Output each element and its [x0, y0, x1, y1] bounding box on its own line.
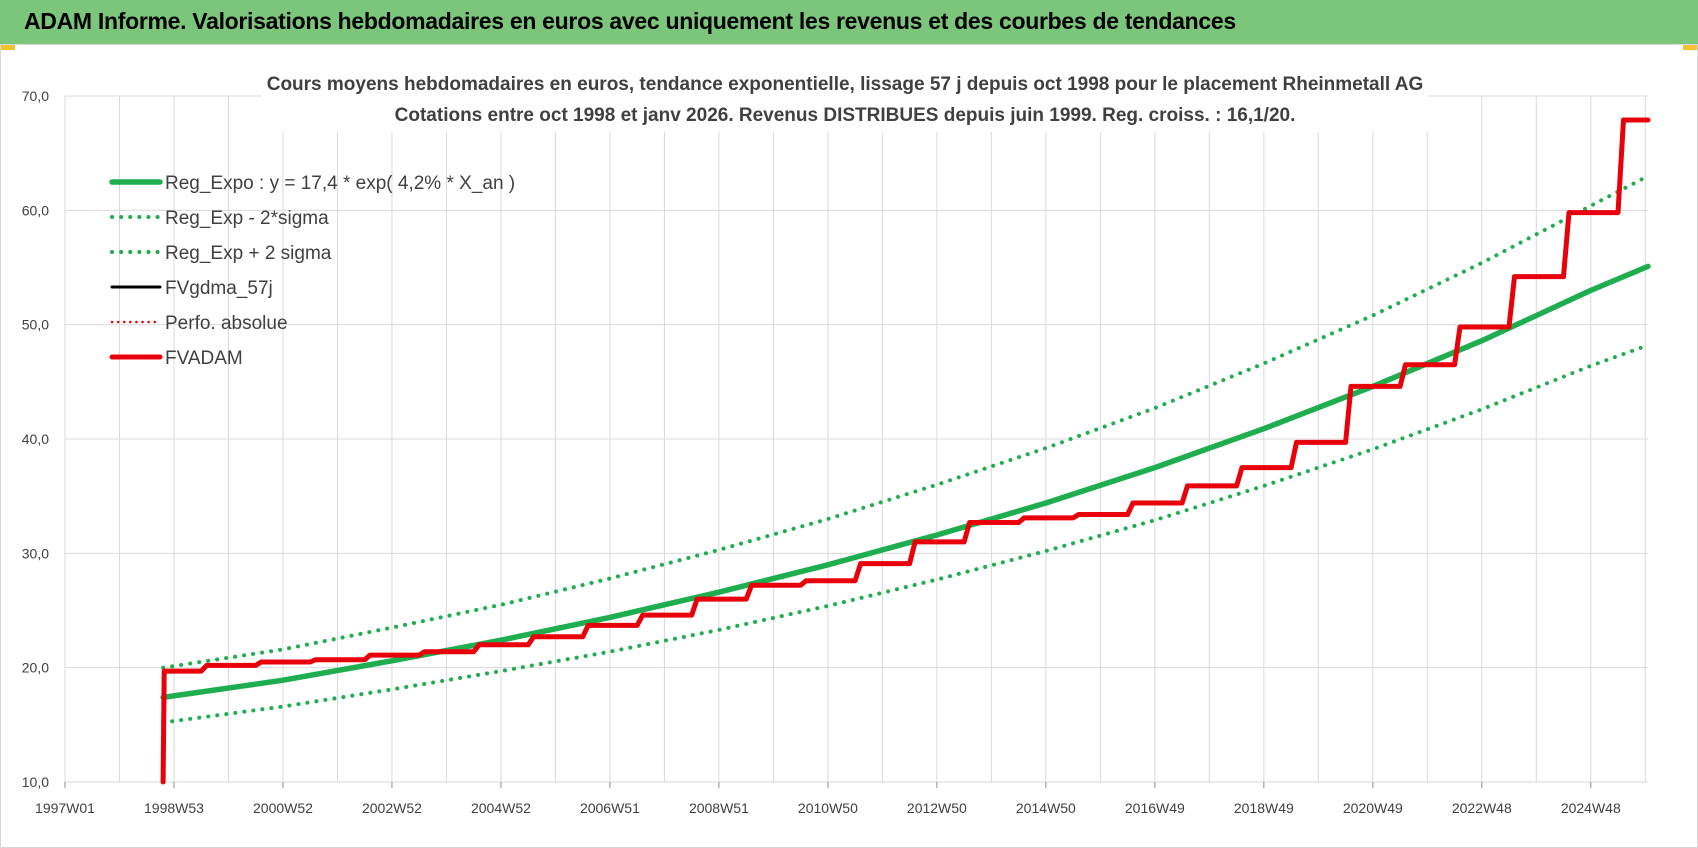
corner-marker [1, 45, 15, 50]
y-tick-label: 70,0 [22, 88, 49, 104]
x-tick-label: 2016W49 [1125, 800, 1185, 816]
legend-label-0: Reg_Expo : y = 17,4 * exp( 4,2% * X_an ) [165, 173, 515, 194]
corner-marker [1683, 45, 1697, 50]
y-axis-ticks: 10,0 20,0 30,0 40,0 50,0 60,0 70,0 [22, 88, 49, 790]
x-tick-label: 1997W01 [35, 800, 95, 816]
x-tick-label: 2010W50 [798, 800, 858, 816]
y-tick-label: 10,0 [22, 774, 49, 790]
x-axis-ticks: 1997W01 1998W53 2000W52 2002W52 2004W52 2006W… [35, 782, 1621, 816]
x-tick-label: 2002W52 [362, 800, 422, 816]
y-tick-label: 60,0 [22, 202, 49, 218]
chart-title-line2: Cotations entre oct 1998 et janv 2026. R… [395, 105, 1296, 126]
legend-label-4: Perfo. absolue [165, 313, 288, 334]
title-backdrop [262, 66, 1428, 132]
chart-title-line1: Cours moyens hebdomadaires en euros, ten… [267, 74, 1424, 95]
legend-label-3: FVgdma_57j [165, 278, 273, 299]
series-line-0 [160, 263, 1651, 701]
x-tick-label: 1998W53 [144, 800, 204, 816]
legend-label-2: Reg_Exp + 2 sigma [165, 243, 332, 264]
y-tick-label: 50,0 [22, 317, 49, 333]
y-tick-label: 30,0 [22, 545, 49, 561]
x-tick-label: 2012W50 [907, 800, 967, 816]
legend: Reg_Expo : y = 17,4 * exp( 4,2% * X_an )… [109, 173, 515, 369]
x-tick-label: 2008W51 [689, 800, 749, 816]
x-tick-label: 2020W49 [1343, 800, 1403, 816]
series-layer [160, 117, 1651, 785]
x-tick-label: 2000W52 [253, 800, 313, 816]
legend-label-5: FVADAM [165, 348, 243, 369]
y-tick-label: 40,0 [22, 431, 49, 447]
series-line-2 [161, 174, 1650, 670]
series-line-1 [161, 343, 1650, 725]
x-tick-label: 2024W48 [1561, 800, 1621, 816]
x-tick-label: 2006W51 [580, 800, 640, 816]
banner-title: ADAM Informe. Valorisations hebdomadaire… [0, 0, 1698, 44]
x-tick-label: 2014W50 [1016, 800, 1076, 816]
x-tick-label: 2004W52 [471, 800, 531, 816]
legend-label-1: Reg_Exp - 2*sigma [165, 208, 329, 229]
x-tick-label: 2018W49 [1234, 800, 1294, 816]
y-tick-label: 20,0 [22, 660, 49, 676]
series-line-5 [160, 117, 1651, 785]
x-tick-label: 2022W48 [1452, 800, 1512, 816]
series-line-3 [161, 118, 1650, 784]
grid-lines [64, 95, 1648, 783]
